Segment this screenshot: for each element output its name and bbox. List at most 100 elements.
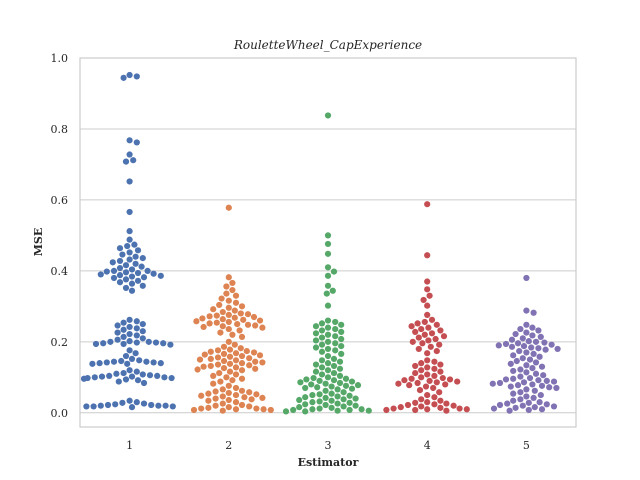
- data-point: [126, 137, 133, 144]
- data-point: [439, 374, 446, 382]
- data-point: [450, 402, 457, 409]
- data-point: [219, 323, 226, 330]
- data-point: [133, 73, 140, 80]
- data-point: [324, 250, 332, 257]
- data-point: [318, 364, 326, 371]
- data-point: [214, 347, 222, 354]
- data-point: [132, 350, 139, 357]
- data-point: [131, 241, 138, 248]
- data-point: [436, 341, 443, 348]
- data-point: [324, 232, 332, 239]
- data-point: [210, 306, 217, 313]
- data-point: [139, 282, 146, 289]
- data-point: [91, 374, 98, 381]
- data-point: [520, 379, 528, 386]
- data-point: [120, 340, 127, 348]
- data-point: [510, 352, 517, 359]
- data-point: [225, 404, 232, 411]
- data-point: [225, 396, 232, 404]
- data-point: [223, 283, 230, 290]
- data-point: [296, 404, 303, 411]
- data-point: [133, 339, 140, 346]
- data-point: [332, 340, 339, 347]
- data-point: [408, 323, 415, 330]
- data-point: [139, 328, 146, 335]
- data-point: [229, 279, 236, 287]
- data-point: [234, 321, 241, 328]
- data-point: [525, 399, 532, 406]
- data-point: [316, 377, 323, 384]
- data-point: [328, 390, 335, 397]
- data-point: [140, 274, 148, 281]
- data-point: [397, 404, 404, 411]
- data-point: [225, 389, 232, 397]
- data-point: [324, 240, 332, 248]
- data-point: [119, 251, 126, 258]
- y-tick-label: 0.6: [51, 194, 69, 207]
- data-point: [213, 319, 220, 326]
- data-point: [338, 335, 345, 343]
- data-point: [157, 272, 164, 279]
- data-point: [510, 375, 517, 382]
- data-point: [103, 268, 110, 275]
- data-point: [536, 353, 543, 360]
- data-point: [424, 286, 431, 293]
- data-point: [523, 362, 530, 369]
- data-point: [310, 374, 317, 382]
- data-point: [523, 329, 530, 336]
- data-point: [414, 379, 421, 387]
- data-point: [436, 389, 443, 396]
- data-point: [133, 368, 140, 375]
- data-point: [212, 388, 219, 395]
- data-point: [100, 340, 107, 347]
- data-point: [238, 303, 246, 310]
- data-point: [318, 357, 326, 364]
- data-point: [112, 401, 119, 408]
- data-point: [523, 349, 530, 356]
- data-point: [529, 324, 536, 331]
- data-point: [538, 382, 546, 389]
- data-point: [424, 311, 431, 318]
- data-point: [312, 344, 320, 351]
- data-point: [259, 394, 266, 402]
- data-point: [443, 400, 450, 407]
- data-point: [543, 401, 550, 408]
- data-point: [244, 321, 252, 328]
- data-point: [324, 360, 332, 367]
- data-point: [346, 399, 353, 406]
- data-point: [226, 346, 234, 353]
- data-point: [324, 112, 332, 119]
- data-point: [517, 389, 524, 396]
- data-point: [543, 377, 550, 384]
- data-point: [529, 381, 536, 388]
- x-tick-label: 1: [126, 439, 133, 452]
- data-point: [238, 333, 246, 340]
- data-point: [437, 397, 444, 404]
- data-point: [340, 396, 347, 403]
- data-point: [532, 359, 540, 366]
- data-point: [328, 397, 335, 404]
- data-point: [433, 347, 440, 355]
- x-tick-label: 5: [523, 439, 530, 452]
- data-point: [421, 318, 428, 326]
- data-point: [548, 341, 555, 348]
- data-point: [318, 334, 326, 341]
- data-point: [428, 316, 436, 323]
- data-point: [232, 299, 240, 306]
- data-point: [525, 338, 532, 345]
- data-point: [213, 312, 220, 319]
- data-point: [139, 335, 146, 342]
- data-point: [426, 377, 433, 384]
- data-points: [80, 71, 561, 415]
- data-point: [324, 282, 332, 289]
- data-point: [324, 331, 332, 338]
- data-point: [424, 364, 431, 371]
- data-point: [126, 236, 133, 243]
- data-point: [437, 368, 444, 375]
- data-point: [526, 356, 534, 363]
- data-point: [336, 372, 344, 380]
- data-point: [146, 372, 154, 379]
- data-point: [126, 151, 133, 158]
- x-tick-label: 3: [325, 439, 332, 452]
